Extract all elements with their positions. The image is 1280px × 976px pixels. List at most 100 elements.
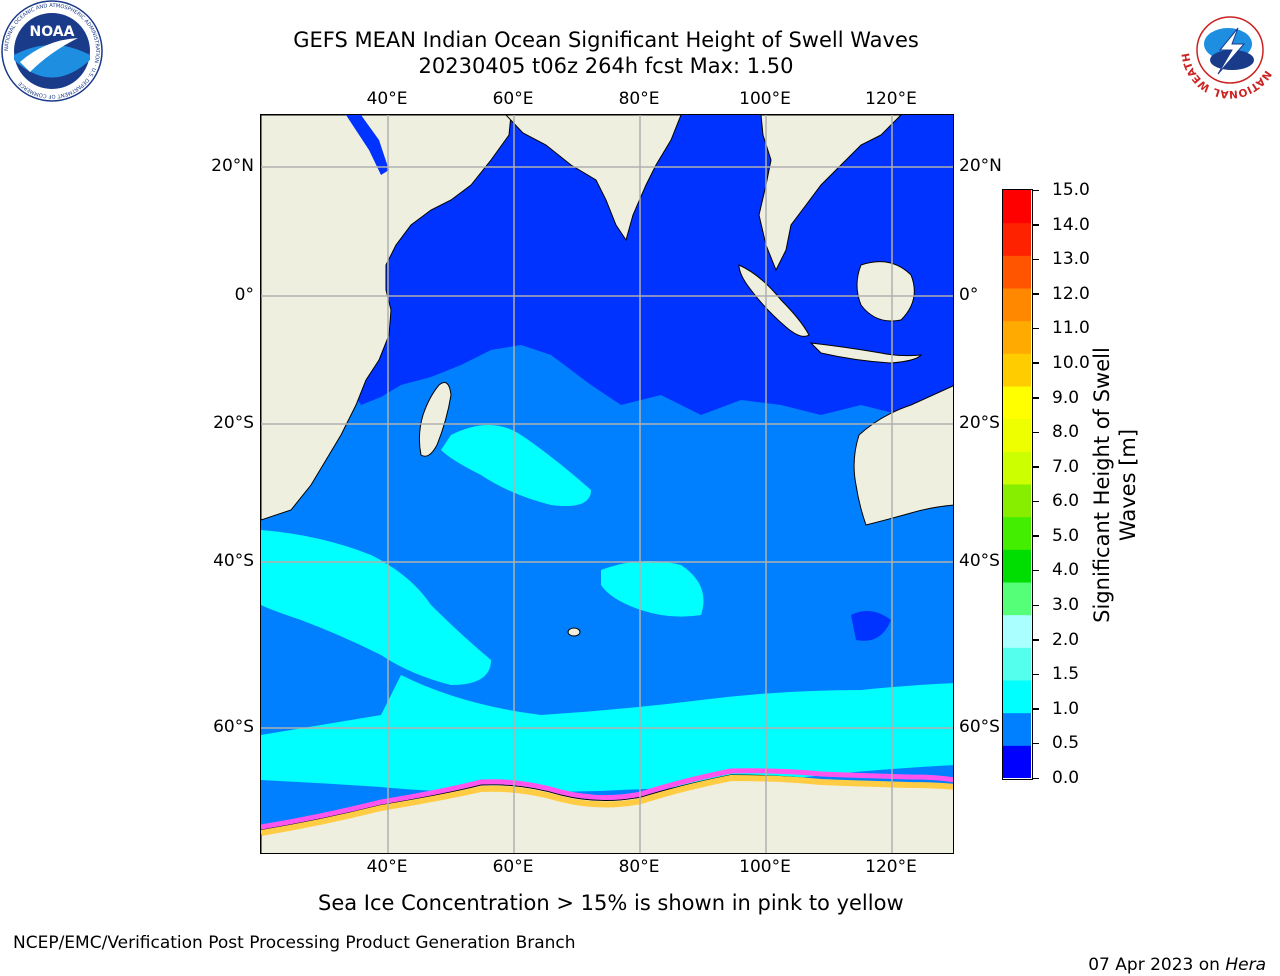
nws-logo: NATIONAL WEATHER SERVICE — [1176, 0, 1280, 100]
colorbar-tick-mark — [1033, 397, 1039, 399]
lat-tick-right-40s: 40°S — [959, 551, 1000, 571]
lon-tick-bottom-60: 60°E — [492, 857, 534, 877]
colorbar-tick-label: 3.0 — [1052, 595, 1080, 616]
lat-tick-left-0: 0° — [234, 285, 254, 305]
lon-tick-top-100: 100°E — [739, 89, 791, 109]
colorbar-tick-mark — [1033, 639, 1039, 641]
lat-tick-left-60s: 60°S — [213, 717, 254, 737]
lat-tick-left-40s: 40°S — [213, 551, 254, 571]
colorbar-tick-label: 9.0 — [1052, 387, 1080, 408]
colorbar-band — [1003, 418, 1031, 452]
colorbar-tick-mark — [1033, 604, 1039, 607]
colorbar-tick-label: 1.0 — [1052, 698, 1080, 719]
colorbar-tick-label: 5.0 — [1052, 525, 1080, 546]
lon-tick-top-80: 80°E — [618, 89, 660, 109]
lon-tick-bottom-40: 40°E — [366, 857, 408, 877]
colorbar-band — [1003, 320, 1031, 354]
colorbar-tick-mark — [1033, 777, 1039, 779]
sea-ice-note: Sea Ice Concentration > 15% is shown in … — [318, 891, 904, 915]
colorbar-tick-label: 13.0 — [1052, 249, 1090, 270]
ocean-low-south-patch — [851, 611, 891, 641]
colorbar-band — [1003, 484, 1031, 518]
lon-tick-top-120: 120°E — [865, 89, 917, 109]
colorbar-tick-label: 12.0 — [1052, 283, 1090, 304]
colorbar-tick-label: 11.0 — [1052, 318, 1090, 339]
colorbar-tick-mark — [1033, 431, 1039, 434]
ocean-high-band-far-south — [261, 735, 561, 792]
lon-tick-top-60: 60°E — [492, 89, 534, 109]
colorbar-tick-mark — [1033, 466, 1039, 468]
lat-tick-left-20s: 20°S — [213, 413, 254, 433]
land-southeast-asia — [758, 115, 902, 272]
ocean-high-band-subtropic — [441, 425, 591, 506]
colorbar-tick-mark — [1033, 189, 1039, 191]
title-line-1: GEFS MEAN Indian Ocean Significant Heigh… — [293, 28, 919, 52]
colorbar-band — [1003, 647, 1031, 681]
colorbar-tick-mark — [1033, 258, 1039, 261]
land-madagascar — [418, 382, 452, 457]
grid-lines — [261, 115, 953, 853]
colorbar-band — [1003, 582, 1031, 616]
colorbar-band — [1003, 712, 1031, 746]
land-india — [505, 115, 682, 242]
colorbar-tick-mark — [1033, 742, 1039, 745]
colorbar-tick-label: 15.0 — [1052, 180, 1090, 200]
land-australia — [853, 385, 953, 526]
colorbar-bands — [1003, 190, 1031, 779]
colorbar-tick-mark — [1033, 673, 1039, 676]
colorbar-tick-mark — [1033, 224, 1039, 226]
colorbar-tick-label: 10.0 — [1052, 352, 1090, 373]
colorbar-band — [1003, 222, 1031, 256]
lon-tick-bottom-80: 80°E — [618, 857, 660, 877]
colorbar-band — [1003, 614, 1031, 648]
lat-tick-right-20s: 20°S — [959, 413, 1000, 433]
plot-title: GEFS MEAN Indian Ocean Significant Heigh… — [256, 27, 956, 79]
noaa-logo: NOAA NATIONAL OCEANIC AND ATMOSPHERIC AD… — [0, 0, 104, 102]
lat-tick-right-60s: 60°S — [959, 717, 1000, 737]
lon-tick-bottom-120: 120°E — [865, 857, 917, 877]
colorbar-tick-mark — [1033, 535, 1039, 537]
colorbar-tick-mark — [1033, 569, 1039, 572]
colorbar-label: Significant Height of Swell Waves [m] — [1090, 347, 1140, 623]
colorbar-tick-label: 14.0 — [1052, 214, 1090, 235]
colorbar-tick-label: 0.0 — [1052, 768, 1080, 788]
colorbar-band — [1003, 549, 1031, 583]
colorbar-tick-mark — [1033, 362, 1039, 364]
colorbar-tick-mark — [1033, 293, 1039, 295]
colorbar-tick-label: 4.0 — [1052, 560, 1080, 581]
colorbar — [1002, 189, 1033, 780]
red-sea — [346, 115, 389, 175]
lon-tick-top-40: 40°E — [366, 89, 408, 109]
noaa-logo-text: NOAA — [30, 24, 75, 40]
date-credit: 07 Apr 2023 on Hera — [1077, 932, 1266, 976]
colorbar-tick-label: 6.0 — [1052, 491, 1080, 512]
colorbar-band — [1003, 288, 1031, 322]
lat-tick-right-0: 0° — [959, 285, 979, 305]
map-frame — [260, 114, 954, 854]
branch-credit: NCEP/EMC/Verification Post Processing Pr… — [13, 933, 576, 953]
colorbar-band — [1003, 353, 1031, 387]
colorbar-tick-mark — [1033, 327, 1039, 330]
colorbar-tick-label: 1.5 — [1052, 664, 1080, 685]
colorbar-band — [1003, 745, 1031, 779]
colorbar-band — [1003, 386, 1031, 420]
land-java — [809, 342, 923, 364]
colorbar-band — [1003, 680, 1031, 714]
colorbar-tick-mark — [1033, 500, 1039, 503]
land-borneo — [856, 261, 915, 322]
colorbar-tick-label: 7.0 — [1052, 456, 1080, 477]
host-name: Hera — [1225, 955, 1266, 975]
lat-tick-left-20n: 20°N — [211, 156, 254, 176]
date-text: 07 Apr 2023 on — [1088, 955, 1226, 975]
sea-ice-edge — [261, 768, 953, 830]
map-canvas — [261, 115, 953, 853]
lon-tick-bottom-100: 100°E — [739, 857, 791, 877]
colorbar-tick-label: 2.0 — [1052, 629, 1080, 650]
sea-ice-inner — [261, 774, 953, 836]
colorbar-tick-label: 0.5 — [1052, 733, 1080, 754]
colorbar-band — [1003, 516, 1031, 550]
ocean-high-band-west — [261, 530, 491, 685]
title-line-2: 20230405 t06z 264h fcst Max: 1.50 — [418, 54, 794, 78]
ocean-high-band-central — [601, 561, 704, 617]
colorbar-band — [1003, 451, 1031, 485]
